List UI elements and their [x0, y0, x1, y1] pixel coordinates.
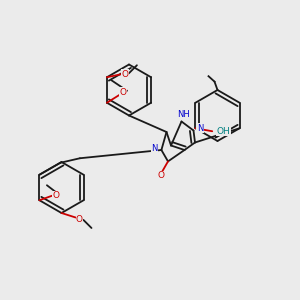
- Text: O: O: [76, 214, 83, 224]
- Text: O: O: [122, 70, 128, 79]
- Text: N: N: [152, 144, 158, 153]
- Text: O: O: [52, 191, 59, 200]
- Text: O: O: [120, 88, 127, 97]
- Text: N: N: [197, 124, 203, 133]
- Text: O: O: [157, 171, 164, 180]
- Text: OH: OH: [216, 127, 230, 136]
- Text: NH: NH: [177, 110, 189, 119]
